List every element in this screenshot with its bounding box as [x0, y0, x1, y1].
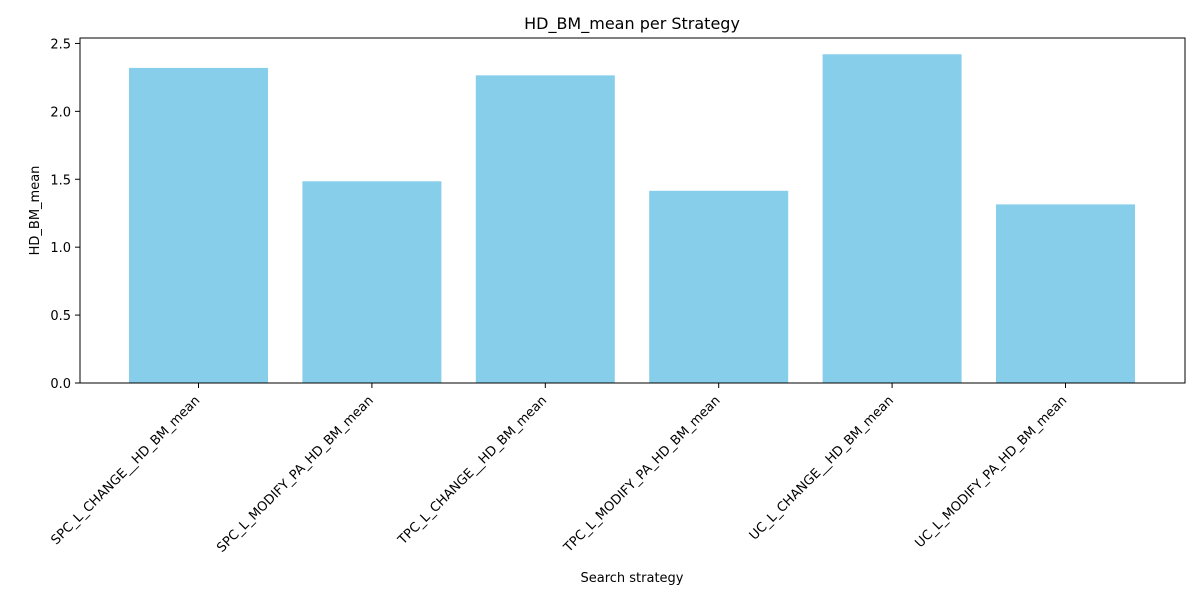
x-axis-label: Search strategy — [580, 571, 683, 586]
x-tick-label: TPC_L_CHANGE__HD_BM_mean — [395, 393, 550, 548]
bar-5 — [822, 54, 962, 383]
bars-group — [129, 54, 1135, 384]
y-tick-label: 2.0 — [50, 105, 71, 120]
y-axis-label: HD_BM_mean — [28, 166, 43, 256]
y-tick-label: 1.0 — [50, 241, 71, 256]
y-tick-label: 1.5 — [50, 173, 71, 188]
x-tick-label: UC_L_CHANGE__HD_BM_mean — [747, 393, 897, 543]
x-tick-label: TPC_L_MODIFY_PA_HD_BM_mean — [561, 393, 724, 556]
y-axis: 0.0 0.5 1.0 1.5 2.0 2.5 — [50, 37, 80, 392]
bar-4 — [649, 190, 789, 383]
plot-frame — [79, 37, 1186, 384]
bar-1 — [129, 67, 268, 383]
y-tick-label: 0.0 — [50, 377, 71, 392]
y-tick-label: 2.5 — [50, 37, 71, 52]
x-tick-label: UC_L_MODIFY_PA_HD_BM_mean — [912, 393, 1070, 551]
x-axis: SPC_L_CHANGE__HD_BM_mean SPC_L_MODIFY_PA_… — [48, 383, 1070, 556]
x-tick-label: SPC_L_CHANGE__HD_BM_mean — [48, 393, 203, 548]
y-tick-label: 0.5 — [50, 309, 71, 324]
chart-title: HD_BM_mean per Strategy — [524, 14, 740, 34]
bar-2 — [302, 181, 442, 383]
bar-3 — [475, 75, 615, 384]
x-tick-label: SPC_L_MODIFY_PA_HD_BM_mean — [214, 393, 377, 556]
bar-6 — [996, 204, 1135, 383]
